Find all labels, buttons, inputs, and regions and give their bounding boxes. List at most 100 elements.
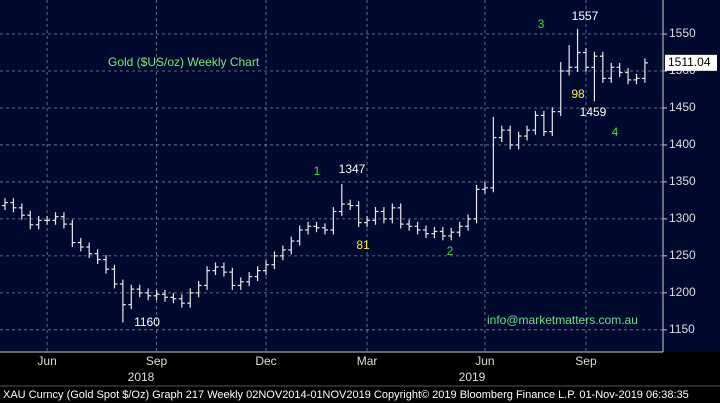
ohlc-bar [633, 73, 640, 85]
y-tick-label: 1550 [669, 26, 696, 40]
y-tick-label: 1400 [669, 137, 696, 151]
ohlc-bar [355, 201, 362, 228]
ohlc-bar [145, 288, 152, 301]
ohlc-bar [431, 227, 438, 239]
ohlc-bar [338, 184, 345, 216]
ohlc-bar [119, 279, 126, 323]
ohlc-bar [473, 184, 480, 224]
y-tick-label: 1350 [669, 174, 696, 188]
ohlc-bar [574, 28, 581, 72]
ohlc-bar [153, 289, 160, 301]
ohlc-bar [195, 281, 202, 298]
ohlc-bar [372, 207, 379, 225]
ohlc-bar [254, 266, 261, 282]
ohlc-bar [423, 225, 429, 239]
annotation: 1557 [572, 9, 599, 23]
annotation: 1347 [339, 162, 366, 176]
ohlc-bar [128, 284, 135, 310]
y-tick-label: 1250 [669, 248, 696, 262]
ohlc-bar [296, 225, 303, 246]
ohlc-bar [305, 221, 312, 235]
ohlc-bar [69, 219, 76, 247]
ohlc-bar [616, 62, 623, 77]
ohlc-bar [111, 264, 118, 289]
ohlc-bar [549, 107, 556, 137]
ohlc-bar [625, 68, 632, 85]
ohlc-bar [2, 198, 8, 211]
y-tick-label: 1450 [669, 100, 696, 114]
plot-background [0, 0, 720, 352]
ohlc-bar [271, 251, 278, 270]
footer: XAU Curncy (Gold Spot $/Oz) Graph 217 We… [3, 389, 689, 401]
year-label: 2018 [128, 370, 155, 384]
ohlc-bar [540, 110, 547, 137]
ohlc-bar [161, 289, 168, 302]
ohlc-bar [347, 199, 354, 211]
x-tick-label: Sep [146, 354, 168, 368]
y-tick-label: 1200 [669, 285, 696, 299]
ohlc-bar [52, 212, 59, 225]
ohlc-bar [364, 215, 371, 228]
ohlc-bar [406, 219, 413, 231]
y-tick-label: 1150 [669, 322, 695, 336]
ohlc-bar [288, 236, 295, 255]
ohlc-bar [397, 203, 404, 229]
last-price-box [665, 54, 717, 71]
annotation: 4 [612, 125, 619, 139]
ohlc-bar [279, 245, 286, 261]
ohlc-bar [27, 210, 34, 230]
ohlc-bar [246, 272, 253, 287]
ohlc-bar [77, 238, 84, 252]
ohlc-bar [566, 45, 573, 76]
chart-title: Gold ($US/oz) Weekly Chart [108, 55, 260, 69]
ohlc-bar [178, 294, 185, 308]
ohlc-bar [18, 203, 25, 220]
x-tick-label: Sep [575, 354, 597, 368]
ohlc-bar [10, 198, 17, 213]
last-price-label: 1511.04 [668, 55, 711, 69]
ohlc-bar [507, 125, 514, 150]
ohlc-bar [414, 221, 421, 235]
ohlc-bar [170, 292, 177, 304]
contact: info@marketmatters.com.au [487, 313, 638, 327]
ohlc-bar [86, 242, 93, 259]
ohlc-bar [481, 181, 488, 194]
ohlc-bar [229, 267, 236, 290]
ohlc-bar [641, 58, 648, 83]
ohlc-bar [498, 125, 505, 142]
ohlc-bar [380, 207, 387, 224]
x-tick-label: Jun [475, 354, 494, 368]
ohlc-bar [599, 51, 606, 83]
ohlc-bar [524, 125, 531, 141]
ohlc-bar [212, 262, 219, 276]
annotation: 1160 [134, 315, 160, 329]
ohlc-bar [532, 110, 539, 135]
ohlc-bar [103, 255, 110, 274]
x-tick-label: Mar [357, 354, 378, 368]
x-tick-label: Jun [37, 354, 56, 368]
ohlc-bar [490, 116, 497, 193]
ohlc-bar [591, 51, 598, 102]
ohlc-bar [187, 288, 194, 308]
ohlc-bar [94, 249, 101, 264]
year-label: 2019 [459, 370, 486, 384]
ohlc-bar [313, 221, 320, 233]
annotation: 81 [356, 238, 370, 252]
axis-background [0, 352, 720, 403]
ohlc-bar [557, 62, 564, 117]
ohlc-bar [465, 214, 472, 231]
y-tick-label: 1300 [669, 211, 696, 225]
ohlc-bar [448, 227, 455, 241]
ohlc-bar [582, 48, 589, 72]
ohlc-bar [608, 62, 615, 83]
ohlc-bar [330, 207, 337, 235]
ohlc-bar [204, 266, 211, 290]
ohlc-bar [515, 131, 522, 150]
x-tick-label: Dec [255, 354, 276, 368]
ohlc-bar [263, 260, 270, 276]
ohlc-bar [389, 203, 396, 224]
annotation: 1 [314, 164, 321, 178]
ohlc-bar [321, 223, 328, 235]
ohlc-bar [35, 215, 42, 230]
